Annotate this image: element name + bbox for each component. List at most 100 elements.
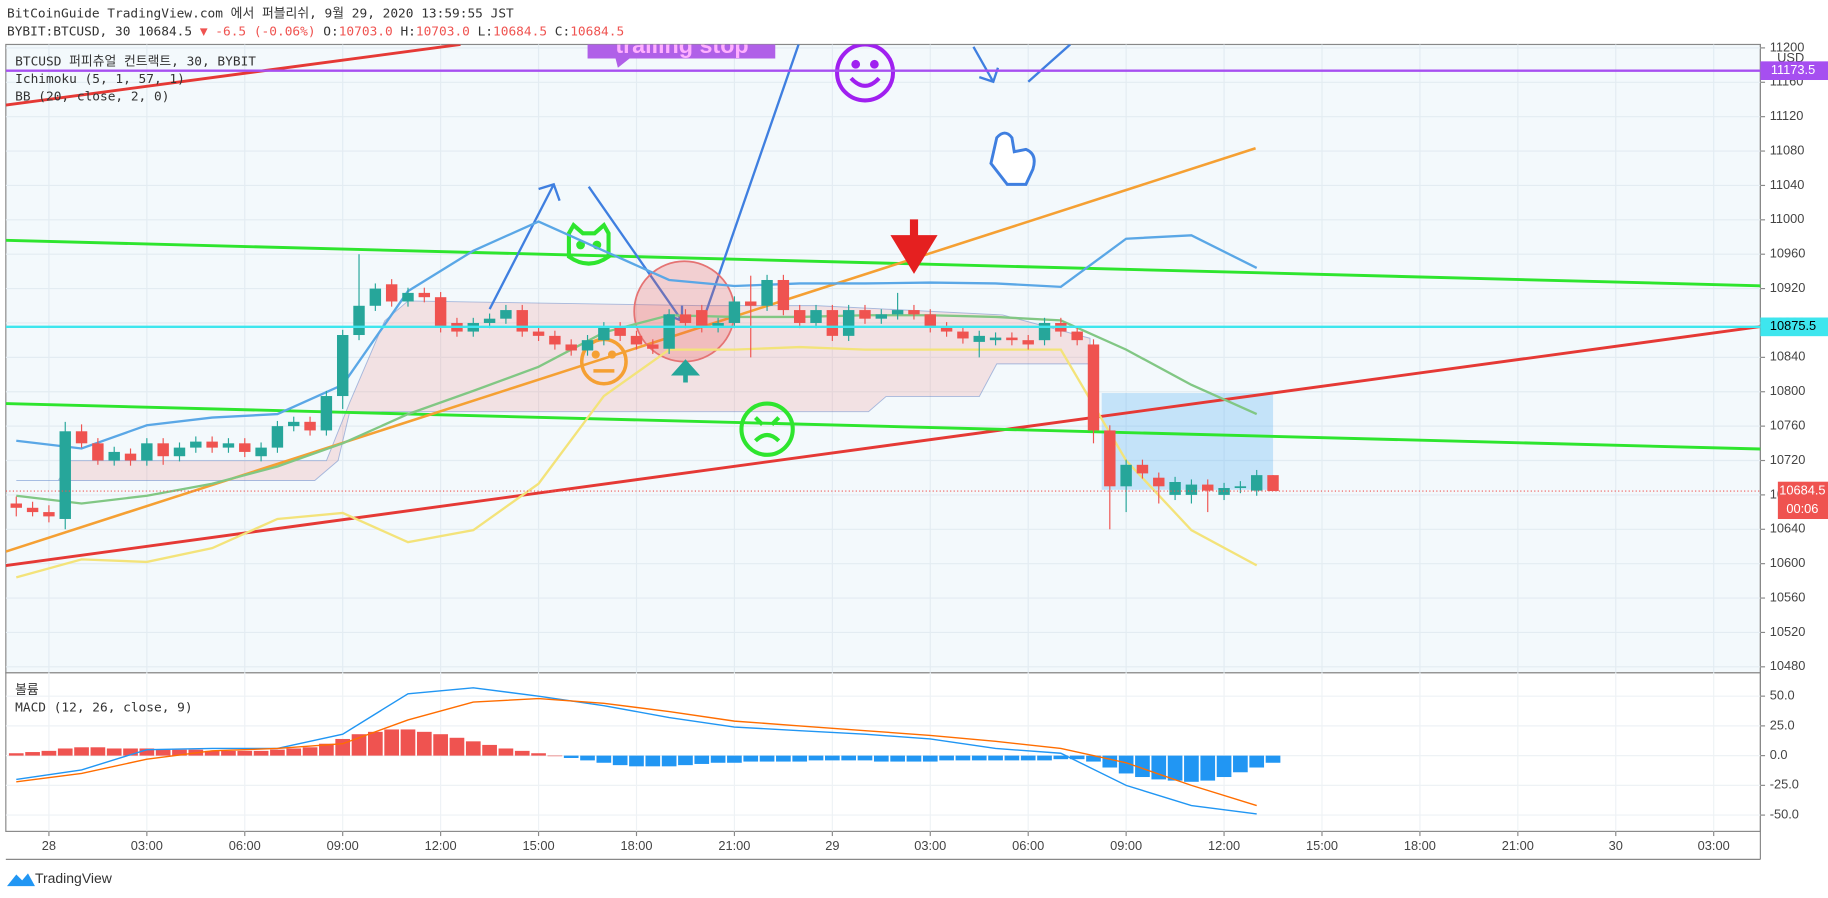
macd-histogram-bar [74, 747, 89, 756]
emoji-happy [835, 44, 896, 103]
y-tick-label: 11080 [1770, 142, 1805, 157]
macd-histogram-bar [988, 755, 1003, 761]
macd-histogram-bar [155, 749, 171, 756]
macd-histogram-bar [57, 748, 73, 756]
candle-body [1234, 486, 1247, 489]
legend-entry: BB (20, close, 2, 0) [15, 89, 169, 104]
y-tick-label: 10600 [1770, 555, 1806, 570]
candle-body [989, 337, 1002, 341]
candle-body [304, 421, 316, 431]
channel-line [5, 402, 1761, 451]
candle-body [222, 443, 235, 448]
candle-body [418, 292, 431, 298]
x-tick-label: 03:00 [1698, 838, 1730, 853]
macd-histogram-bar [221, 750, 236, 756]
candle-body [598, 327, 610, 341]
main-layer: trailing stop [5, 44, 1761, 673]
macd-histogram-bar [1020, 755, 1036, 761]
legend-entry: Ichimoku (5, 1, 57, 1) [15, 72, 185, 87]
y-tick-label: 10960 [1770, 246, 1806, 261]
macd-histogram-bar [172, 749, 187, 756]
candle-body [500, 310, 512, 319]
candle-body [92, 443, 104, 461]
countdown: 00:06 [1786, 501, 1818, 516]
macd-histogram-bar [286, 748, 302, 756]
macd-histogram-bar [1184, 755, 1199, 782]
macd-histogram-bar [139, 748, 155, 756]
indicator-line [16, 220, 1258, 450]
macd-histogram-bar [1086, 755, 1101, 762]
price-label: 10875.5 [1770, 318, 1816, 333]
candle-body [973, 335, 985, 342]
candle-body [402, 292, 414, 302]
macd-histogram-bar [645, 755, 661, 767]
candle-body [826, 310, 839, 336]
macd-histogram-bar [302, 747, 318, 756]
x-tick-label: 15:00 [1306, 838, 1338, 853]
change: ▼ -6.5 (-0.06%) [200, 24, 316, 39]
x-tick-label: 29 [825, 838, 839, 853]
down-arrow [890, 219, 938, 274]
candle-body [728, 301, 741, 323]
macd-histogram-bar [906, 755, 922, 762]
x-tick-label: 03:00 [131, 838, 163, 853]
macd-histogram-bar [629, 755, 644, 767]
macd-histogram-bar [90, 747, 106, 756]
macd-histogram-bar [792, 755, 808, 762]
macd-histogram-bar [563, 755, 579, 758]
macd-histogram-bar [841, 755, 857, 761]
candle-body [1071, 331, 1083, 341]
emoji-sad [739, 401, 795, 457]
candle-body [1202, 484, 1214, 491]
candle-body [630, 335, 643, 345]
candle-body [434, 297, 447, 328]
candle-body [10, 503, 22, 508]
candle-body [1169, 482, 1181, 495]
y-tick-label: 11120 [1770, 108, 1804, 123]
macd-histogram-bar [678, 755, 693, 766]
candle-body [124, 453, 137, 461]
candle-body [206, 441, 218, 448]
y-tick-label: 10480 [1770, 658, 1806, 673]
candle-body [940, 327, 953, 332]
candle-body [157, 443, 169, 457]
price-label-bg [1760, 317, 1828, 337]
macd-histogram-bar [25, 752, 40, 756]
ohlc-label: C: [555, 24, 570, 39]
symbol-line: BYBIT:BTCUSD, 30 10684.5 ▼ -6.5 (-0.06%)… [7, 24, 624, 39]
candle-body [1250, 475, 1263, 491]
candle-body [647, 344, 659, 349]
macd-histogram-bar [825, 755, 840, 761]
legend-entry: BTCUSD 퍼피츄얼 컨트랙트, 30, BYBIT [15, 54, 256, 69]
macd-histogram-bar [204, 750, 220, 756]
macd-histogram-bar [449, 737, 465, 756]
macd-histogram-bar [237, 750, 253, 756]
macd-histogram-bar [1249, 755, 1265, 768]
candle-body [1022, 340, 1034, 345]
x-tick-label: 03:00 [914, 838, 946, 853]
up-arrow [670, 359, 701, 383]
currency: USD [1777, 50, 1804, 65]
macd-histogram-bar [1004, 755, 1020, 761]
candle-body [614, 327, 626, 336]
candle-body [565, 344, 577, 351]
x-tick-label: 09:00 [1110, 838, 1142, 853]
candle-body [1185, 484, 1198, 495]
macd-histogram-bar [759, 755, 775, 762]
x-tick-label: 18:00 [1404, 838, 1436, 853]
ohlc-value: 10703.0 [339, 24, 393, 39]
candle-body [842, 310, 855, 336]
brand-logo [6, 873, 35, 887]
candle-body [1104, 430, 1116, 487]
candle-body [924, 314, 936, 328]
candle-body [288, 421, 300, 427]
macd-histogram-bar [971, 755, 987, 761]
macd-histogram-bar [106, 748, 122, 756]
candle-body [75, 431, 88, 444]
candle-body [353, 305, 365, 336]
brand-name: TradingView [35, 870, 113, 886]
candle-body [1006, 337, 1018, 341]
ohlc-value: 10703.0 [416, 24, 470, 39]
y-tick-label: -25.0 [1770, 777, 1799, 792]
